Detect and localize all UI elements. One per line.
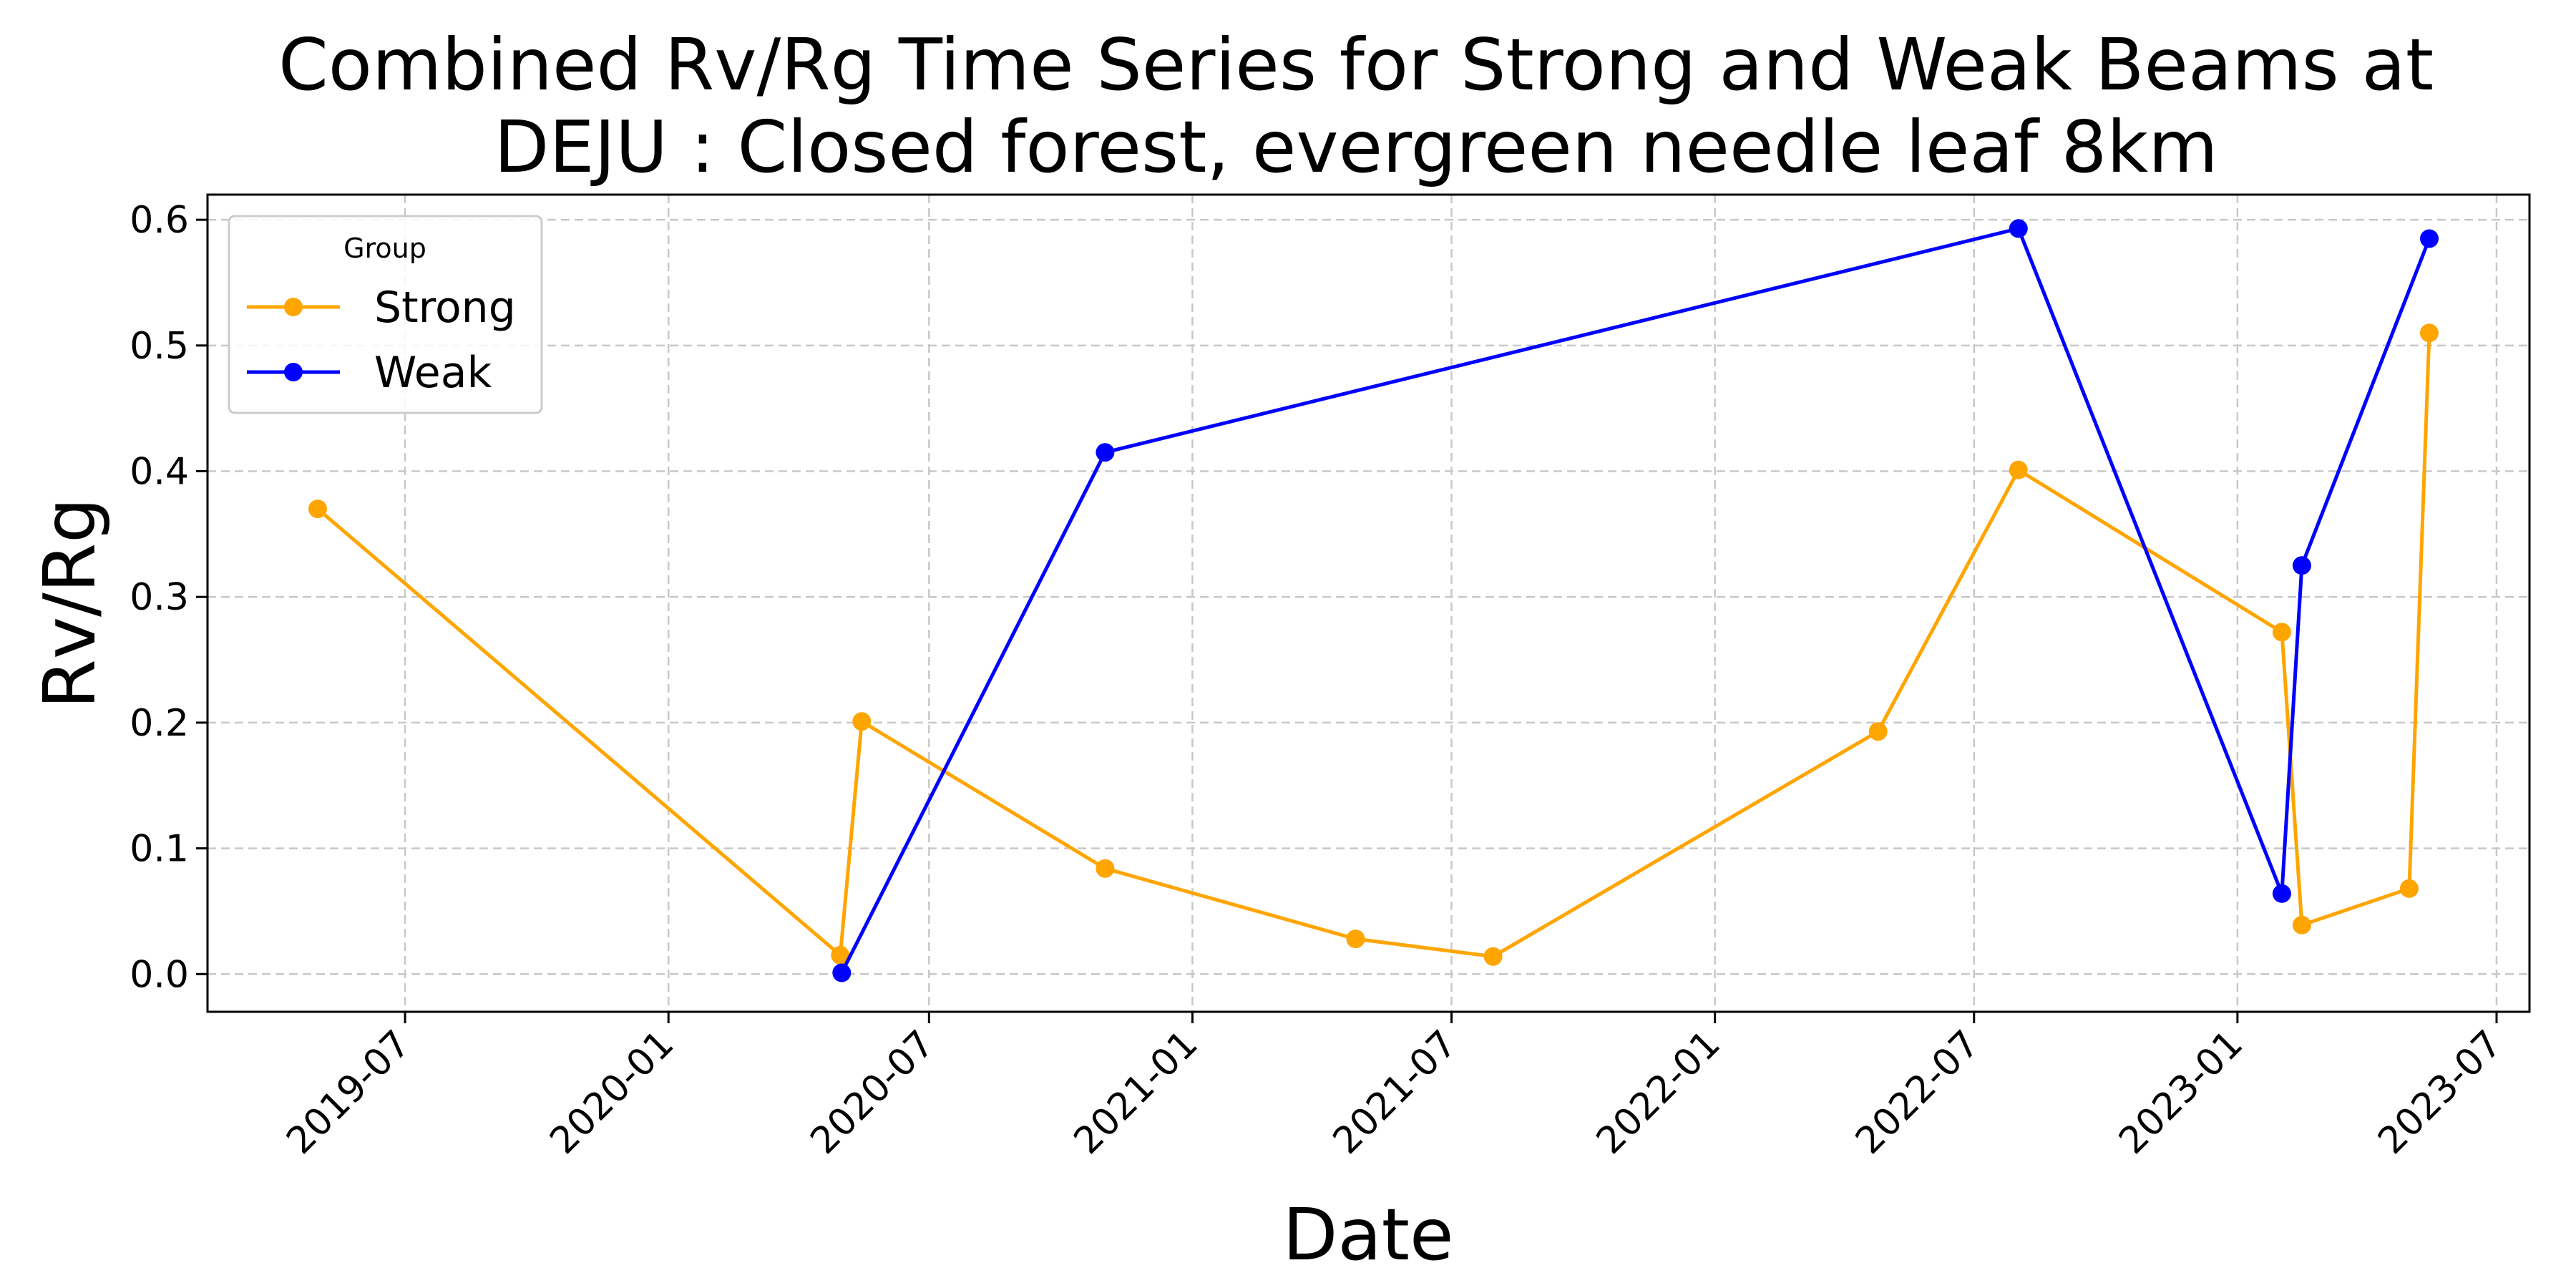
data-point-weak (2292, 556, 2311, 575)
data-point-strong (2272, 623, 2291, 642)
y-tick-label: 0.3 (130, 576, 189, 619)
data-point-strong (831, 945, 850, 965)
data-point-strong (2399, 879, 2419, 898)
y-tick-label: 0.6 (130, 199, 189, 242)
legend: Group Strong Weak (228, 215, 543, 414)
legend-title: Group (343, 233, 426, 264)
x-tick-label: 2021-01 (1066, 1023, 1206, 1163)
legend-weak-label: Weak (374, 348, 492, 398)
data-point-strong (852, 712, 872, 731)
y-tick-label: 0.5 (130, 325, 189, 368)
y-tick-label: 0.1 (130, 828, 189, 871)
x-tick-label: 2022-01 (1589, 1023, 1729, 1163)
y-tick-label: 0.0 (130, 953, 189, 996)
x-tick-label: 2020-01 (542, 1023, 682, 1163)
x-tick-label: 2020-07 (802, 1023, 942, 1163)
series-line-weak (840, 226, 2431, 974)
x-tick-label: 2023-01 (2111, 1023, 2251, 1163)
data-point-strong (1346, 930, 1365, 949)
series-line-strong (316, 333, 2431, 959)
data-point-weak (2272, 884, 2291, 903)
data-point-strong (2292, 915, 2311, 935)
series-layer (308, 219, 2439, 982)
chart-title-line2: DEJU : Closed forest, evergreen needle l… (494, 105, 2218, 189)
data-point-weak (1096, 443, 1115, 462)
chart-title-line1: Combined Rv/Rg Time Series for Strong an… (278, 23, 2434, 107)
x-axis-label: Date (1282, 1193, 1453, 1277)
data-point-weak (2009, 219, 2028, 238)
y-axis-label: Rv/Rg (28, 497, 112, 708)
data-point-strong (1868, 722, 1888, 741)
data-point-strong (1096, 859, 1115, 878)
y-tick-label: 0.2 (130, 702, 189, 745)
data-point-strong (308, 499, 327, 519)
x-tick-label: 2023-07 (2370, 1023, 2510, 1163)
legend-weak-marker (284, 363, 303, 381)
data-point-strong (2420, 323, 2439, 343)
x-tick-label: 2019-07 (278, 1023, 419, 1163)
data-point-weak (832, 963, 852, 982)
grid (208, 195, 2529, 1012)
legend-strong-label: Strong (374, 283, 516, 333)
x-tick-label: 2021-07 (1325, 1023, 1465, 1163)
legend-strong-marker (284, 298, 303, 316)
legend-box (228, 215, 543, 414)
data-point-weak (2420, 229, 2439, 248)
data-point-strong (2009, 460, 2028, 479)
x-tick-label: 2022-07 (1848, 1023, 1988, 1163)
plot-frame (206, 193, 2531, 1013)
data-point-strong (1483, 947, 1503, 966)
y-tick-label: 0.4 (130, 451, 189, 494)
